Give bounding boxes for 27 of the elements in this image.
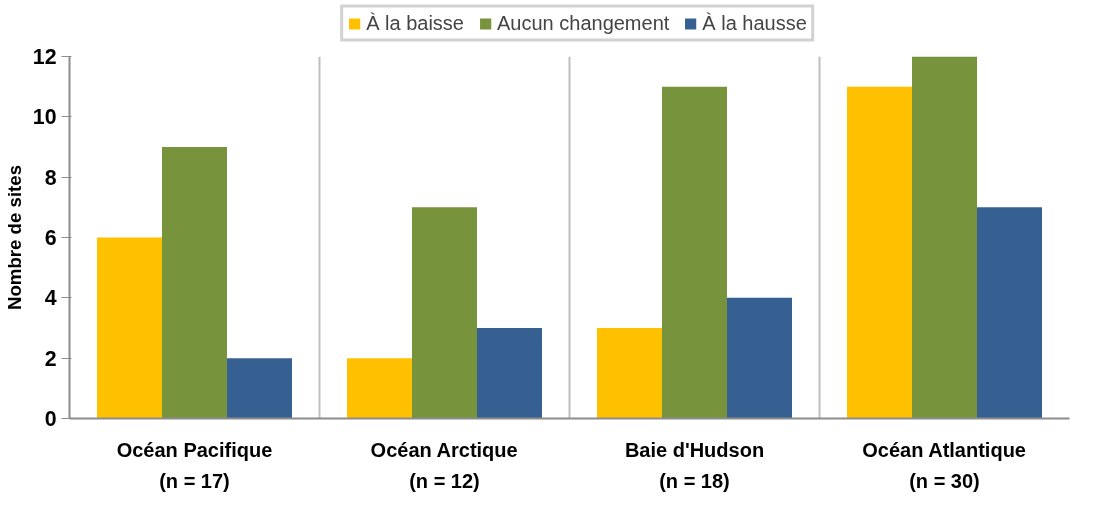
bar [477, 328, 542, 419]
bar [597, 328, 662, 419]
y-tick-label: 0 [44, 407, 57, 431]
category-label: Océan Pacifique (n = 17) [116, 438, 273, 492]
category-label: Baie d'Hudson (n = 18) [624, 438, 765, 492]
y-tick-label: 8 [44, 165, 57, 190]
legend-label: À la baisse [366, 11, 464, 35]
bar [727, 297, 792, 419]
bar [412, 207, 477, 419]
category-label: Océan Arctique (n = 12) [370, 438, 518, 492]
y-tick-label: 2 [44, 346, 57, 371]
y-tick-label: 10 [32, 105, 57, 130]
bar [912, 56, 977, 419]
y-tick-label: 6 [44, 226, 57, 250]
y-axis-title: Nombre de sites [3, 164, 25, 311]
bar [662, 86, 727, 419]
bar [977, 207, 1042, 419]
bar [162, 147, 227, 419]
legend-label: À la hausse [702, 11, 807, 35]
bar [347, 358, 412, 419]
bar [847, 86, 912, 419]
bar [97, 237, 162, 419]
bar [227, 358, 292, 419]
y-tick-label: 12 [32, 45, 57, 69]
y-tick-label: 4 [44, 286, 57, 311]
legend-label: Aucun changement [496, 11, 670, 35]
category-label: Océan Atlantique (n = 30) [862, 438, 1026, 492]
